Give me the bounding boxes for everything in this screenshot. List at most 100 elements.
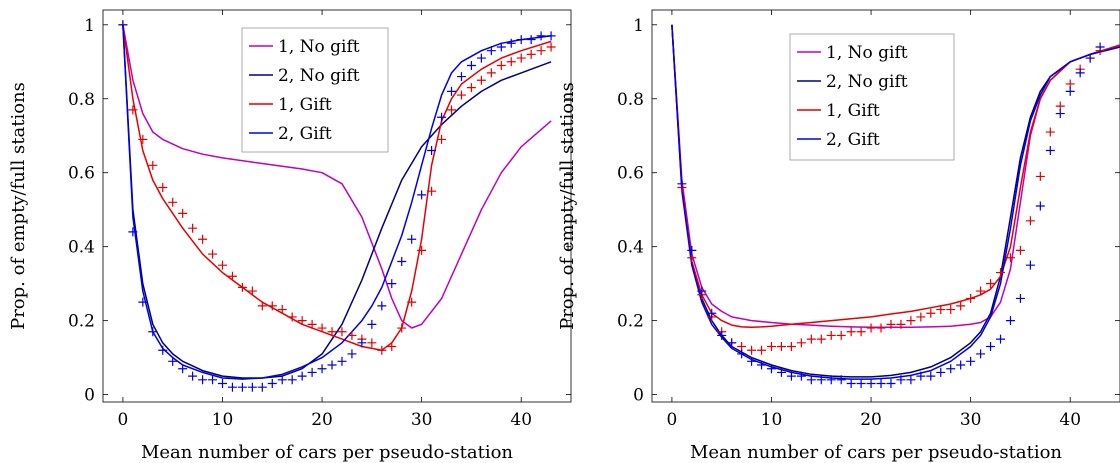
- data-point: [816, 334, 826, 344]
- data-point: [536, 46, 546, 56]
- legend-entry: 1, Gift: [278, 95, 332, 115]
- data-point: [447, 105, 457, 115]
- data-point: [227, 382, 237, 392]
- legend-entry: 2, No gift: [278, 66, 360, 86]
- marker-series-5: [118, 20, 556, 392]
- data-point: [496, 42, 506, 52]
- data-point: [516, 35, 526, 45]
- y-axis-label: Prop. of empty/full stations: [557, 82, 578, 330]
- y-tick-label: 0: [84, 386, 95, 406]
- x-tick-label: 20: [860, 410, 882, 430]
- data-point: [387, 279, 397, 289]
- data-point: [466, 83, 476, 93]
- data-point: [208, 249, 218, 259]
- data-point: [916, 312, 926, 322]
- data-point: [257, 301, 267, 311]
- data-point: [158, 345, 168, 355]
- data-point: [287, 375, 297, 385]
- data-point: [387, 342, 397, 352]
- data-point: [307, 319, 317, 329]
- data-point: [307, 367, 317, 377]
- data-point: [1025, 260, 1035, 270]
- data-point: [757, 360, 767, 370]
- data-point: [367, 338, 377, 348]
- left-chart-panel: 0 10 20 30 40 0 0.2 0.4 0.6 0.8 1 Mean number of ca…: [8, 9, 572, 463]
- legend-box: [241, 27, 389, 153]
- data-point: [906, 375, 916, 385]
- data-point: [966, 293, 976, 303]
- plot-frame: [102, 9, 572, 403]
- data-point: [327, 327, 337, 337]
- data-point: [138, 134, 148, 144]
- data-point: [1025, 216, 1035, 226]
- data-point: [936, 305, 946, 315]
- data-point: [148, 160, 158, 170]
- x-tick-label: 0: [118, 410, 129, 430]
- data-point: [237, 382, 247, 392]
- data-point: [707, 308, 717, 318]
- y-tick-label: 0.6: [68, 164, 95, 184]
- y-tick-label: 0.8: [68, 90, 95, 110]
- legend-entry: 1, No gift: [826, 43, 908, 63]
- x-tick-label: 20: [311, 410, 333, 430]
- series-line-1: [671, 24, 1120, 378]
- data-point: [806, 334, 816, 344]
- data-point: [747, 345, 757, 355]
- data-point: [1085, 53, 1095, 63]
- legend-entry: 1, No gift: [278, 37, 360, 57]
- data-point: [1045, 146, 1055, 156]
- data-point: [1055, 109, 1065, 119]
- data-point: [966, 356, 976, 366]
- data-point: [397, 323, 407, 333]
- data-point: [1005, 253, 1015, 263]
- y-tick-label: 0.4: [617, 238, 644, 258]
- x-tick-label: 10: [761, 410, 783, 430]
- data-point: [856, 327, 866, 337]
- data-point: [526, 49, 536, 59]
- data-point: [697, 286, 707, 296]
- data-point: [526, 35, 536, 45]
- data-point: [128, 105, 138, 115]
- data-point: [397, 256, 407, 266]
- plot-area: [118, 20, 556, 392]
- data-point: [456, 72, 466, 82]
- data-point: [168, 197, 178, 207]
- data-point: [407, 234, 417, 244]
- data-point: [826, 375, 836, 385]
- data-point: [476, 75, 486, 85]
- legend-entry: 2, No gift: [826, 72, 908, 92]
- data-point: [158, 183, 168, 193]
- data-point: [437, 134, 447, 144]
- data-point: [747, 356, 757, 366]
- x-tick-label: 30: [411, 410, 433, 430]
- data-point: [766, 364, 776, 374]
- data-point: [427, 186, 437, 196]
- data-point: [996, 334, 1006, 344]
- data-point: [976, 349, 986, 359]
- data-point: [506, 38, 516, 48]
- marker-series-5: [677, 42, 1105, 389]
- data-point: [476, 53, 486, 63]
- data-point: [337, 327, 347, 337]
- data-point: [516, 53, 526, 63]
- data-point: [776, 367, 786, 377]
- data-point: [247, 382, 257, 392]
- data-point: [317, 323, 327, 333]
- data-point: [806, 375, 816, 385]
- data-point: [866, 379, 876, 389]
- data-point: [198, 375, 208, 385]
- data-point: [208, 375, 218, 385]
- data-point: [277, 375, 287, 385]
- data-point: [986, 279, 996, 289]
- data-point: [677, 179, 687, 189]
- x-axis-label: Mean number of cars per pseudo-station: [141, 442, 513, 463]
- data-point: [986, 342, 996, 352]
- data-point: [188, 223, 198, 233]
- data-point: [456, 90, 466, 100]
- x-tick-label: 10: [212, 410, 234, 430]
- data-point: [367, 319, 377, 329]
- series-line-0: [122, 24, 552, 329]
- y-tick-label: 0.6: [617, 164, 644, 184]
- data-point: [317, 364, 327, 374]
